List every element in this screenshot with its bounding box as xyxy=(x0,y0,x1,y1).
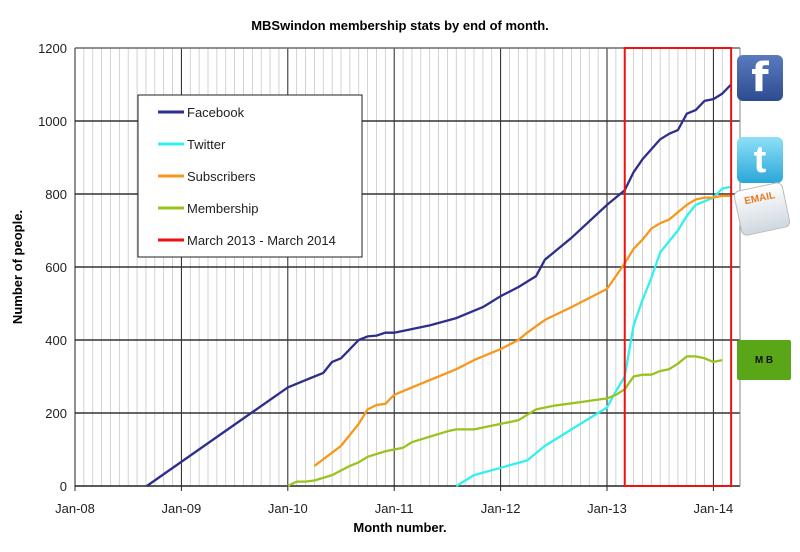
series-lines xyxy=(146,83,732,488)
legend-label: March 2013 - March 2014 xyxy=(187,233,336,248)
chart-title: MBSwindon membership stats by end of mon… xyxy=(251,18,549,33)
highlight-region xyxy=(623,47,733,487)
facebook-icon: f xyxy=(737,55,783,101)
series-line-twitter xyxy=(455,185,732,487)
highlight-rectangle xyxy=(623,47,733,487)
twitter-icon: t xyxy=(737,137,783,183)
x-tick-label: Jan-10 xyxy=(268,501,308,516)
y-tick-label: 0 xyxy=(60,479,67,494)
x-tick-label: Jan-11 xyxy=(375,501,414,516)
y-tick-label: 1200 xyxy=(38,41,67,56)
y-tick-label: 400 xyxy=(45,333,67,348)
x-tick-label: Jan-08 xyxy=(55,501,95,516)
y-tick-label: 200 xyxy=(45,406,67,421)
x-axis-label: Month number. xyxy=(353,520,446,535)
series-line-subscribers xyxy=(313,194,732,467)
membership-card-icon: M B xyxy=(737,340,791,380)
y-axis-label: Number of people. xyxy=(10,210,25,324)
x-tick-label: Jan-14 xyxy=(694,501,734,516)
x-tick-label: Jan-12 xyxy=(481,501,521,516)
legend: Facebook Twitter Subscribers Membership Marc… xyxy=(137,94,363,258)
x-tick-label: Jan-09 xyxy=(162,501,202,516)
x-tick-label: Jan-13 xyxy=(587,501,627,516)
legend-label: Facebook xyxy=(187,105,245,120)
legend-label: Twitter xyxy=(187,137,226,152)
y-tick-label: 1000 xyxy=(38,114,67,129)
y-tick-label: 600 xyxy=(45,260,67,275)
y-tick-label: 800 xyxy=(45,187,67,202)
series-line-facebook xyxy=(146,83,732,487)
series-line-membership xyxy=(287,355,723,488)
legend-label: Subscribers xyxy=(187,169,256,184)
legend-label: Membership xyxy=(187,201,259,216)
